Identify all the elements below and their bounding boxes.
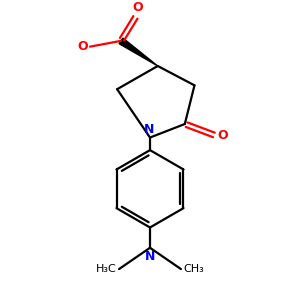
Text: O: O [77,40,88,53]
Text: O: O [132,1,143,14]
Text: O: O [218,129,228,142]
Text: CH₃: CH₃ [183,264,204,274]
Text: N: N [145,250,155,263]
Text: H₃C: H₃C [96,264,117,274]
Polygon shape [119,38,158,66]
Text: N: N [144,123,154,136]
